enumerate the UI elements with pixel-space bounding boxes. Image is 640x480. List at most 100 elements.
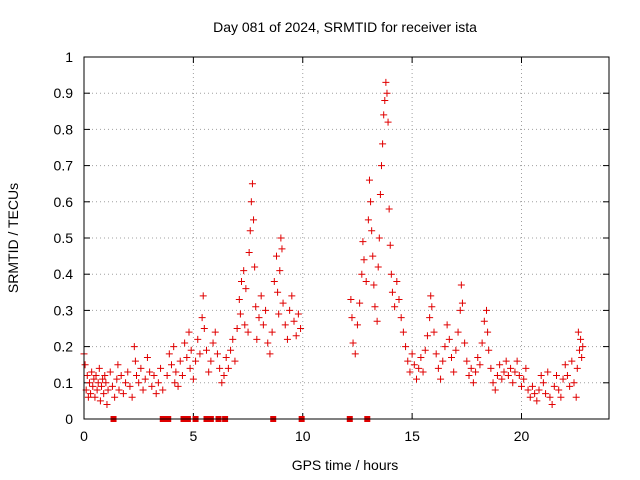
data-point bbox=[251, 263, 259, 271]
data-point bbox=[187, 346, 195, 354]
data-point bbox=[371, 303, 379, 311]
data-point bbox=[89, 382, 97, 390]
data-point bbox=[487, 364, 495, 372]
data-point bbox=[542, 390, 550, 398]
data-point bbox=[349, 339, 357, 347]
data-point bbox=[222, 353, 230, 361]
data-point bbox=[376, 191, 384, 199]
data-point bbox=[546, 393, 554, 401]
data-point bbox=[509, 379, 517, 387]
data-point bbox=[432, 350, 440, 358]
data-point bbox=[163, 372, 171, 380]
data-point bbox=[248, 180, 256, 188]
data-point bbox=[526, 393, 534, 401]
data-point bbox=[203, 346, 210, 354]
data-point bbox=[395, 296, 403, 304]
data-point bbox=[375, 234, 383, 242]
data-point bbox=[430, 328, 438, 336]
x-tick-label: 5 bbox=[189, 428, 197, 444]
y-tick-label: 0.5 bbox=[54, 230, 74, 246]
data-point bbox=[259, 321, 267, 329]
data-point bbox=[150, 372, 158, 380]
data-point bbox=[548, 401, 556, 409]
y-axis-label: SRMTID / TECUs bbox=[5, 183, 21, 293]
data-point bbox=[98, 382, 105, 390]
data-point bbox=[439, 357, 447, 365]
data-point bbox=[568, 357, 576, 365]
data-point bbox=[102, 379, 110, 387]
data-point bbox=[216, 364, 224, 372]
y-tick-label: 0.6 bbox=[54, 194, 74, 210]
data-point bbox=[194, 335, 202, 343]
data-point bbox=[561, 361, 569, 369]
data-point bbox=[244, 328, 252, 336]
data-point bbox=[290, 317, 298, 325]
data-point bbox=[205, 368, 213, 376]
data-point bbox=[382, 78, 390, 86]
data-point bbox=[257, 292, 265, 300]
data-point bbox=[168, 361, 175, 369]
grid bbox=[84, 57, 609, 419]
data-point bbox=[491, 386, 499, 394]
data-point bbox=[406, 368, 414, 376]
data-point bbox=[281, 321, 289, 329]
data-point bbox=[448, 353, 455, 361]
data-point bbox=[410, 361, 418, 369]
y-tick-labels: 0 0.1 0.2 0.3 0.4 0.5 0.6 0.7 0.8 0.9 1 bbox=[54, 49, 74, 427]
data-point bbox=[252, 303, 260, 311]
data-point bbox=[115, 386, 123, 394]
data-point bbox=[113, 375, 121, 383]
data-point bbox=[544, 368, 552, 376]
data-point bbox=[103, 401, 111, 409]
data-point bbox=[566, 382, 574, 390]
data-point bbox=[507, 364, 515, 372]
data-point bbox=[241, 321, 249, 329]
data-point bbox=[275, 310, 283, 318]
data-point bbox=[457, 281, 465, 289]
data-point bbox=[165, 350, 173, 358]
data-point bbox=[135, 379, 143, 387]
y-tick-label: 0.7 bbox=[54, 158, 74, 174]
data-point bbox=[192, 357, 200, 365]
data-point bbox=[511, 368, 519, 376]
data-point bbox=[550, 382, 558, 390]
data-point bbox=[452, 346, 460, 354]
data-point bbox=[531, 390, 539, 398]
data-point bbox=[220, 372, 228, 380]
data-point bbox=[117, 372, 125, 380]
data-point bbox=[579, 343, 587, 351]
data-point bbox=[570, 379, 578, 387]
y-tick-label: 0.9 bbox=[54, 85, 74, 101]
data-point bbox=[278, 245, 286, 253]
data-point bbox=[421, 346, 429, 354]
data-point bbox=[419, 368, 427, 376]
data-point bbox=[130, 343, 138, 351]
data-point bbox=[108, 382, 116, 390]
data-point bbox=[408, 350, 416, 358]
data-point bbox=[146, 368, 154, 376]
data-point bbox=[122, 379, 130, 387]
data-point bbox=[247, 198, 255, 206]
data-point bbox=[563, 372, 571, 380]
data-point bbox=[378, 162, 385, 170]
data-point bbox=[266, 350, 274, 358]
data-point bbox=[211, 328, 219, 336]
data-point bbox=[472, 368, 480, 376]
data-point bbox=[88, 368, 96, 376]
data-point bbox=[484, 328, 492, 336]
data-point bbox=[485, 346, 493, 354]
data-point bbox=[189, 375, 197, 383]
data-point bbox=[238, 277, 245, 285]
data-point bbox=[386, 241, 394, 249]
data-point bbox=[496, 361, 504, 369]
y-tick-label: 0.1 bbox=[54, 375, 74, 391]
data-point bbox=[437, 375, 445, 383]
data-point bbox=[279, 299, 287, 307]
data-point bbox=[268, 328, 276, 336]
data-point bbox=[348, 314, 356, 322]
data-point bbox=[489, 379, 497, 387]
data-point bbox=[229, 335, 237, 343]
data-point bbox=[360, 256, 368, 264]
data-point bbox=[573, 364, 581, 372]
data-point bbox=[277, 234, 285, 242]
